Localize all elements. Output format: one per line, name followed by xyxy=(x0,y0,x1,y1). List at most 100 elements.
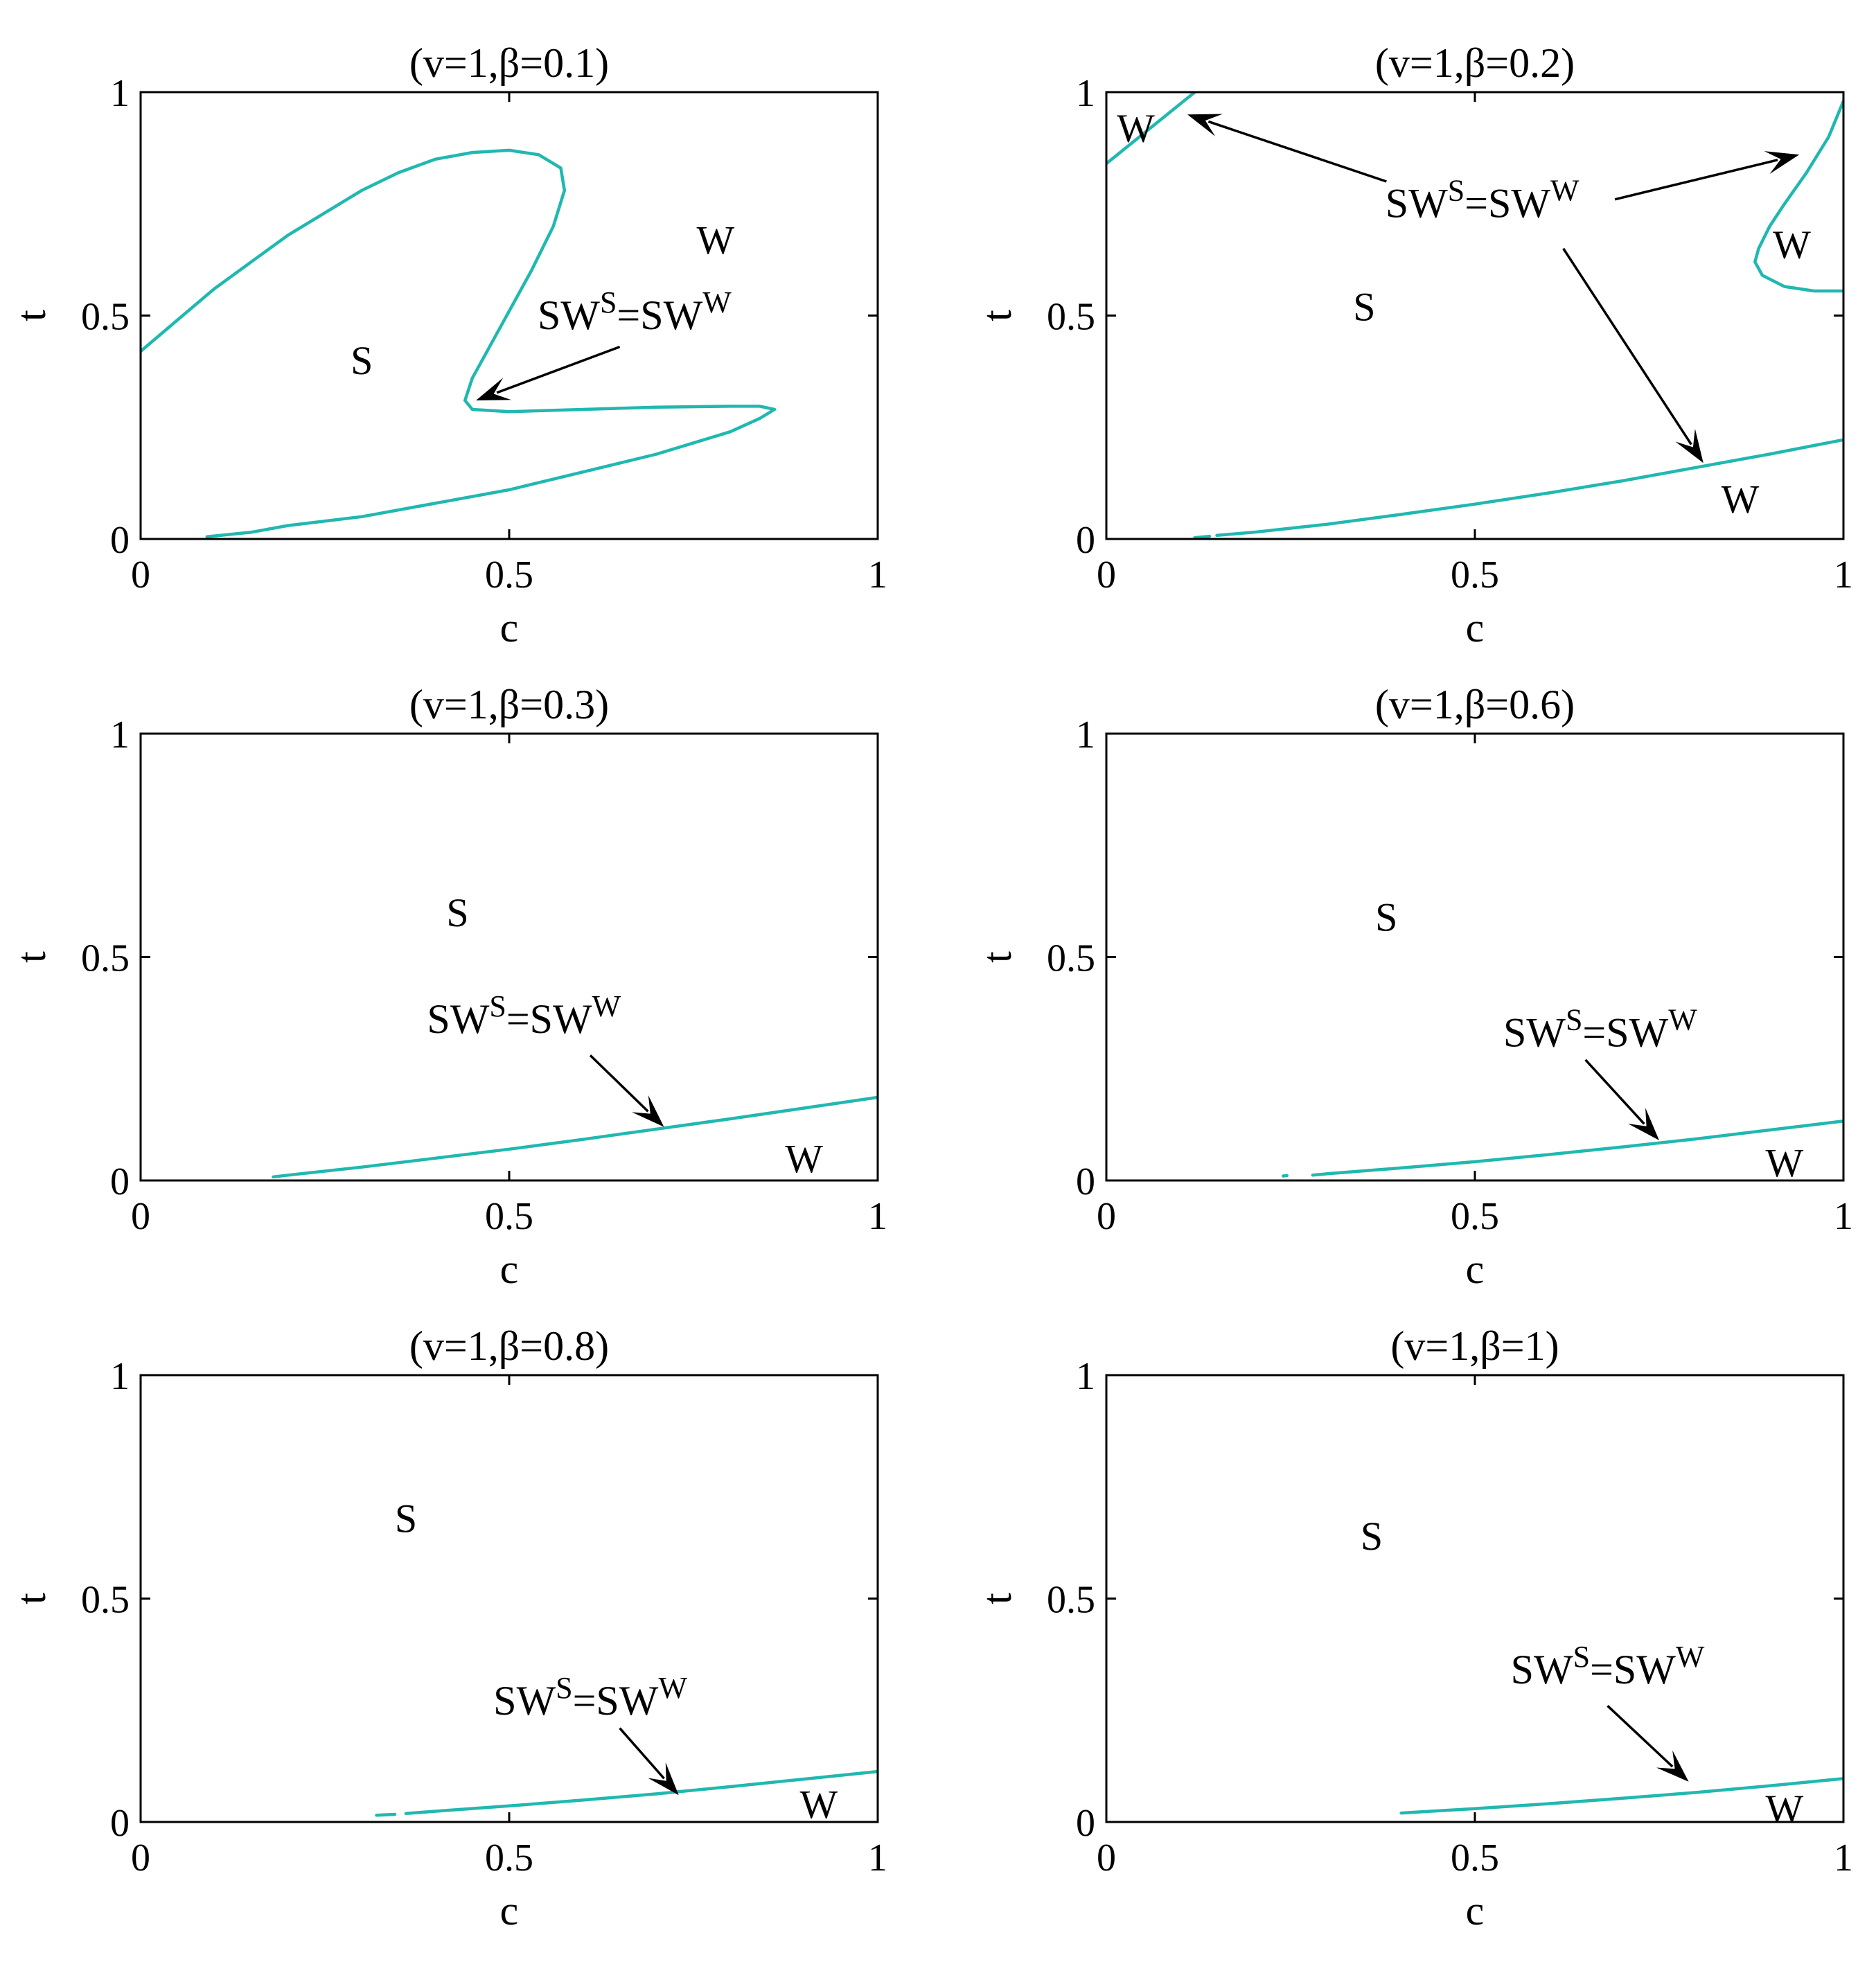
annotation-arrow-head xyxy=(1656,1750,1689,1782)
y-axis-label: t xyxy=(974,310,1020,321)
annotation-arrow-line xyxy=(1562,247,1692,445)
region-label-w: W xyxy=(1766,1140,1804,1185)
panel-title: (v=1,β=0.3) xyxy=(409,682,609,727)
x-tick-label: 0 xyxy=(1097,1195,1116,1238)
x-tick-label: 1 xyxy=(868,1195,887,1238)
annotation-arrow-head xyxy=(648,1762,679,1796)
boundary-curve-1 xyxy=(375,1812,397,1817)
boundary-curve-1 xyxy=(141,148,777,539)
y-tick-label: 0.5 xyxy=(1047,296,1095,339)
x-tick-label: 1 xyxy=(1834,1195,1853,1238)
y-axis-label: t xyxy=(8,951,54,963)
annotation-arrow-line xyxy=(1584,1059,1645,1125)
chart-panel-3: (v=1,β=0.3) 0 0.5 1 0 0.5 1 c t S W SWS=SWW xyxy=(8,682,887,1292)
boundary-curve-4 xyxy=(1215,438,1843,538)
x-tick-label: 0 xyxy=(131,1837,150,1879)
region-label-s: S xyxy=(1375,894,1397,939)
boundary-curve-1 xyxy=(272,1095,878,1179)
chart-panel-4: (v=1,β=0.6) 0 0.5 1 0 0.5 1 c t S W SWS=SWW xyxy=(974,682,1853,1292)
boundary-curve-1 xyxy=(1399,1777,1843,1815)
x-tick-label: 0 xyxy=(1097,1837,1116,1879)
boundary-curve-3 xyxy=(1193,534,1212,539)
y-tick-label: 0 xyxy=(1076,1802,1095,1845)
panel-title: (v=1,β=0.6) xyxy=(1375,682,1575,727)
region-label-w: W xyxy=(785,1136,823,1181)
y-axis-label: t xyxy=(8,1593,54,1604)
curve-group xyxy=(1106,92,1843,539)
y-axis-label: t xyxy=(974,1593,1020,1604)
axes-frame xyxy=(1105,1374,1845,1823)
annotation-arrow-head xyxy=(476,378,511,400)
x-tick-label: 0 xyxy=(131,1195,150,1238)
equality-annotation: SWS=SWW xyxy=(427,989,621,1042)
annotation-arrow-line xyxy=(619,1727,665,1780)
x-tick-label: 0 xyxy=(1097,554,1116,596)
curve-group xyxy=(1282,1119,1843,1178)
region-label-s: S xyxy=(1361,1514,1383,1559)
annotation-arrow-head xyxy=(1675,428,1704,463)
region-label-s: S xyxy=(1353,285,1375,330)
region-label-w: W xyxy=(697,218,735,263)
region-label-w: W xyxy=(1722,477,1760,522)
x-tick-label: 0.5 xyxy=(485,1837,533,1879)
y-tick-label: 1 xyxy=(110,714,130,757)
region-label-w: W xyxy=(1117,106,1155,151)
y-tick-label: 0 xyxy=(110,519,130,562)
x-axis-label: c xyxy=(500,605,519,651)
axes-frame xyxy=(1105,732,1845,1182)
x-tick-label: 0 xyxy=(131,554,150,596)
x-tick-label: 0.5 xyxy=(485,1195,533,1238)
chart-panel-6: (v=1,β=1) 0 0.5 1 0 0.5 1 c t S W SWS=SWW xyxy=(974,1323,1853,1934)
equality-annotation: SWS=SWW xyxy=(1386,174,1579,227)
region-label-w: W xyxy=(1773,222,1811,267)
x-tick-label: 1 xyxy=(868,554,887,596)
x-axis-label: c xyxy=(1466,1888,1485,1934)
annotation-arrow-line xyxy=(1607,1705,1674,1768)
equality-annotation: SWS=SWW xyxy=(538,285,732,338)
y-tick-label: 0 xyxy=(110,1802,130,1845)
panel-title: (v=1,β=0.1) xyxy=(409,40,609,86)
curve-group xyxy=(375,1769,878,1817)
annotation-arrow-head xyxy=(1187,114,1223,136)
axes-frame xyxy=(139,1374,879,1823)
boundary-curve-1 xyxy=(1106,92,1196,166)
equality-annotation: SWS=SWW xyxy=(1511,1640,1705,1692)
x-axis-label: c xyxy=(1466,605,1485,651)
boundary-curve-2 xyxy=(404,1769,878,1815)
y-tick-label: 0.5 xyxy=(1047,1579,1095,1622)
y-tick-label: 0.5 xyxy=(1047,937,1095,980)
annotation-arrow-line xyxy=(1207,120,1387,183)
x-tick-label: 0.5 xyxy=(1451,554,1499,596)
panel-title: (v=1,β=0.8) xyxy=(409,1323,609,1369)
x-tick-label: 0.5 xyxy=(485,554,533,596)
y-tick-label: 0.5 xyxy=(81,1579,130,1622)
y-tick-label: 0.5 xyxy=(81,296,130,339)
annotation-arrow-line xyxy=(1614,159,1778,201)
x-axis-label: c xyxy=(500,1888,519,1934)
region-label-s: S xyxy=(446,890,468,935)
y-axis-label: t xyxy=(8,310,54,321)
y-tick-label: 1 xyxy=(1076,72,1095,115)
region-label-w: W xyxy=(800,1782,838,1827)
axes-frame xyxy=(139,91,879,540)
panels-group: (v=1,β=0.1) 0 0.5 1 0 0.5 1 c t S W SWS=SWW (v=1,β=0… xyxy=(8,40,1853,1934)
panel-title: (v=1,β=1) xyxy=(1390,1323,1559,1369)
y-axis-label: t xyxy=(974,951,1020,963)
x-tick-label: 0.5 xyxy=(1451,1837,1499,1879)
annotation-arrow-head xyxy=(632,1095,664,1127)
panel-title: (v=1,β=0.2) xyxy=(1375,40,1575,86)
equality-annotation: SWS=SWW xyxy=(493,1671,687,1724)
x-tick-label: 1 xyxy=(868,1837,887,1879)
x-axis-label: c xyxy=(500,1246,519,1292)
equality-annotation: SWS=SWW xyxy=(1503,1003,1697,1056)
y-tick-label: 1 xyxy=(1076,1355,1095,1398)
y-tick-label: 0 xyxy=(1076,1160,1095,1203)
annotation-arrow-line xyxy=(589,1054,649,1113)
y-tick-label: 1 xyxy=(110,1355,130,1398)
boundary-curve-2 xyxy=(1311,1119,1843,1177)
x-axis-label: c xyxy=(1466,1246,1485,1292)
y-tick-label: 0 xyxy=(110,1160,130,1203)
annotation-arrow-head xyxy=(1764,151,1800,175)
annotation-arrow-line xyxy=(496,346,621,394)
